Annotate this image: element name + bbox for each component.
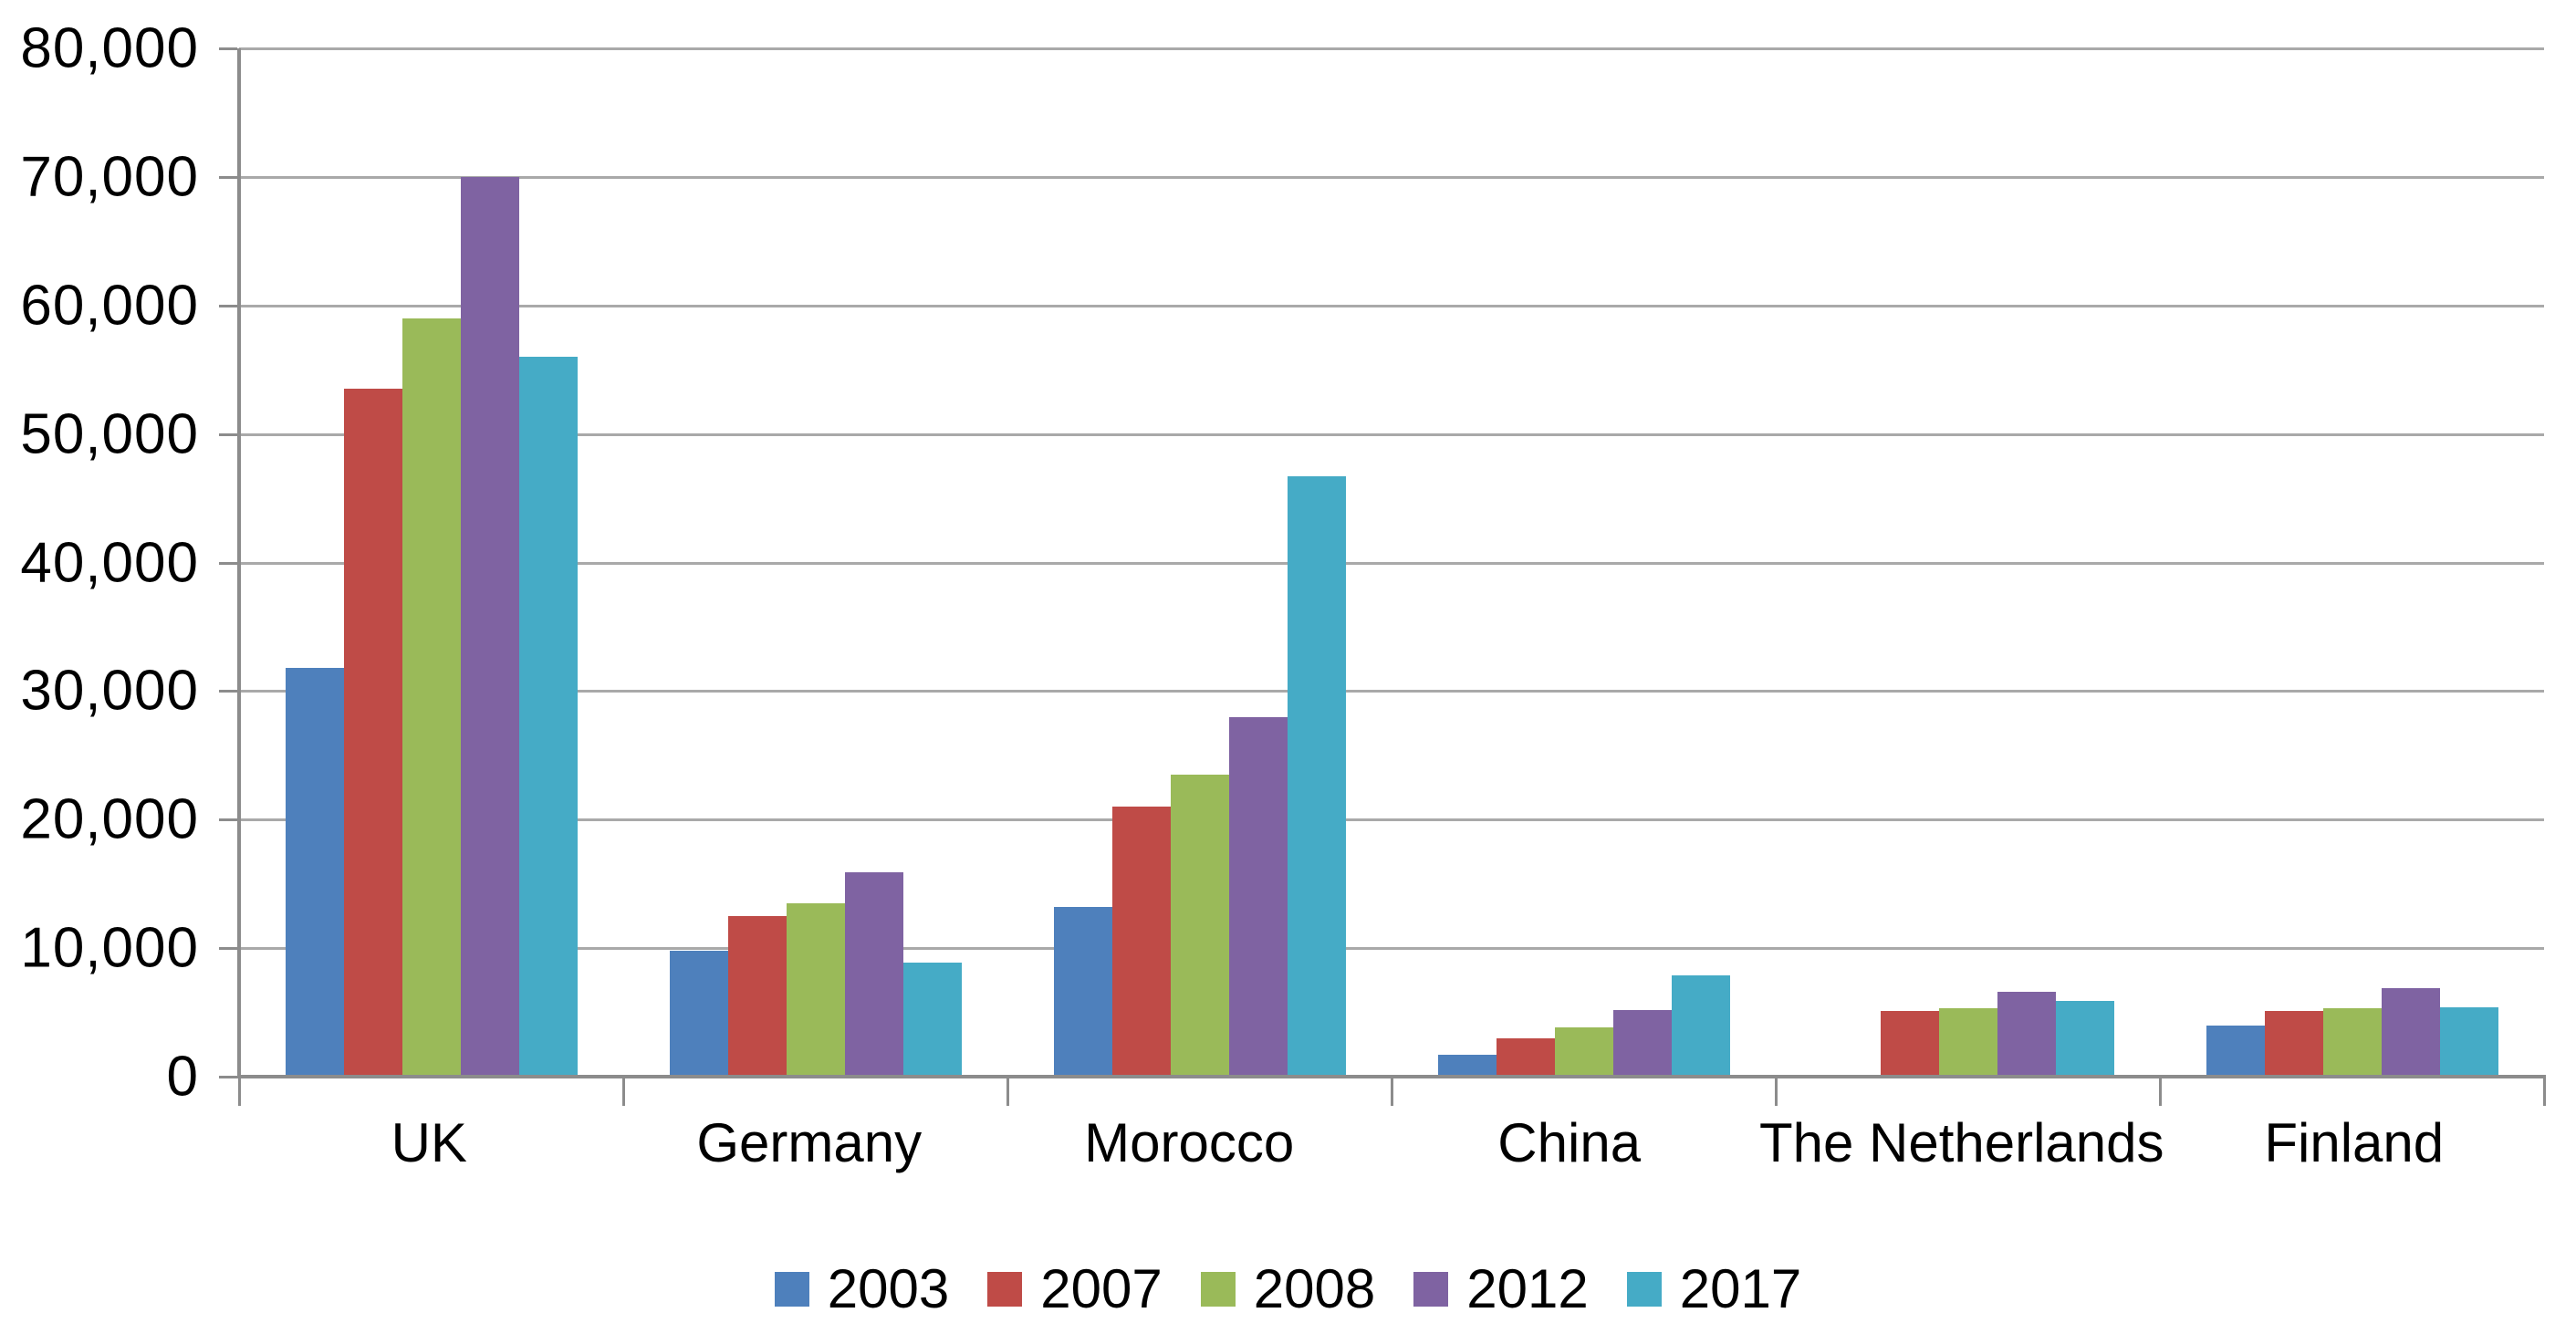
bar-groups: [239, 48, 2544, 1077]
legend-label-2003: 2003: [827, 1258, 950, 1319]
y-axis-label-80000: 80,000: [20, 16, 199, 80]
gridline-30000: [239, 690, 2544, 693]
bar-2007-china: [1496, 1037, 1555, 1077]
bar-2017-uk: [518, 357, 578, 1077]
bar-2008-finland: [2322, 1008, 2382, 1077]
y-axis-tick-70000: [219, 175, 237, 179]
y-axis-label-60000: 60,000: [20, 274, 199, 338]
y-axis-label-30000: 30,000: [20, 659, 199, 723]
gridline-40000: [239, 561, 2544, 565]
bar-group-uk: [239, 48, 623, 1077]
legend: 2003 2007 2008 2012 2017: [0, 1257, 2576, 1320]
bar-group-germany: [623, 48, 1007, 1077]
x-axis-label-morocco: Morocco: [1084, 1112, 1295, 1173]
legend-label-2008: 2008: [1253, 1258, 1376, 1319]
bar-2012-morocco: [1228, 716, 1288, 1077]
bar-2007-finland: [2264, 1011, 2323, 1077]
y-axis-tick-0: [219, 1076, 237, 1078]
bar-2003-germany: [669, 950, 728, 1077]
y-axis-label-10000: 10,000: [20, 916, 199, 980]
bar-2012-china: [1612, 1009, 1672, 1077]
legend-swatch-2008: [1200, 1271, 1236, 1307]
x-axis-label-china: China: [1497, 1112, 1642, 1173]
legend-swatch-2003: [774, 1271, 809, 1307]
bar-2007-germany: [727, 915, 787, 1077]
bar-2007-uk: [343, 389, 402, 1077]
y-axis-tick-30000: [219, 690, 237, 693]
legend-label-2012: 2012: [1466, 1258, 1589, 1319]
bar-2012-germany: [844, 872, 903, 1077]
bar-2003-finland: [2206, 1025, 2265, 1077]
bar-group-morocco: [1007, 48, 1392, 1077]
bar-2003-uk: [285, 668, 344, 1077]
y-axis-tick-40000: [219, 561, 237, 565]
gridline-60000: [239, 304, 2544, 307]
bar-2008-china: [1554, 1027, 1613, 1077]
bar-2008-the-netherlands: [1938, 1008, 1997, 1077]
gridline-10000: [239, 947, 2544, 951]
x-axis-tick-1: [621, 1078, 625, 1106]
x-axis-tick-6: [2543, 1078, 2546, 1106]
bar-2017-the-netherlands: [2055, 1000, 2114, 1077]
legend-label-2007: 2007: [1040, 1258, 1163, 1319]
y-axis-tick-50000: [219, 432, 237, 436]
y-axis-label-50000: 50,000: [20, 402, 199, 466]
bar-2012-the-netherlands: [1997, 992, 2056, 1077]
y-axis-line: [237, 48, 241, 1077]
bar-2012-finland: [2381, 987, 2440, 1077]
x-axis-label-the-netherlands: The Netherlands: [1758, 1112, 2164, 1173]
y-axis-label-0: 0: [166, 1045, 199, 1109]
y-axis-tick-80000: [219, 47, 237, 50]
legend-item-2008: 2008: [1200, 1257, 1376, 1320]
bar-group-finland: [2160, 48, 2544, 1077]
bar-group-the-netherlands: [1776, 48, 2160, 1077]
gridline-20000: [239, 818, 2544, 822]
bar-2008-morocco: [1170, 774, 1229, 1077]
x-axis-line: [237, 1075, 2546, 1078]
x-axis-label-germany: Germany: [696, 1112, 923, 1173]
bar-2012-uk: [460, 176, 519, 1077]
x-axis-label-uk: UK: [391, 1112, 467, 1173]
x-axis-tick-0: [238, 1078, 241, 1106]
gridline-70000: [239, 175, 2544, 179]
x-axis-labels: UK Germany Morocco China The Netherlands Finl…: [239, 1111, 2544, 1174]
legend-item-2017: 2017: [1626, 1257, 1802, 1320]
y-axis-tick-10000: [219, 947, 237, 951]
legend-label-2017: 2017: [1679, 1258, 1802, 1319]
y-axis-label-40000: 40,000: [20, 531, 199, 594]
x-axis-tick-5: [2159, 1078, 2162, 1106]
legend-swatch-2017: [1626, 1271, 1662, 1307]
x-axis-label-finland: Finland: [2264, 1112, 2445, 1173]
y-axis-label-20000: 20,000: [20, 787, 199, 851]
bar-2017-china: [1671, 974, 1730, 1077]
legend-item-2003: 2003: [774, 1257, 950, 1320]
bar-2003-morocco: [1053, 907, 1112, 1077]
legend-swatch-2012: [1413, 1271, 1449, 1307]
bar-group-china: [1392, 48, 1776, 1077]
y-axis-tick-20000: [219, 818, 237, 822]
plot-area: [219, 47, 2546, 1106]
bar-2003-china: [1437, 1055, 1497, 1077]
gridline-80000: [239, 47, 2544, 50]
bar-2007-morocco: [1111, 807, 1171, 1077]
y-axis-tick-60000: [219, 304, 237, 307]
bar-2017-morocco: [1287, 476, 1346, 1077]
bar-2017-finland: [2439, 1006, 2498, 1077]
x-axis-tick-3: [1391, 1078, 1393, 1106]
legend-item-2012: 2012: [1413, 1257, 1589, 1320]
x-axis-tick-4: [1774, 1078, 1778, 1106]
legend-item-2007: 2007: [987, 1257, 1163, 1320]
bar-2017-germany: [902, 962, 962, 1077]
legend-swatch-2007: [987, 1271, 1023, 1307]
bar-2007-the-netherlands: [1880, 1011, 1939, 1077]
bar-2008-germany: [786, 902, 845, 1077]
gridline-50000: [239, 432, 2544, 436]
bar-2008-uk: [402, 318, 461, 1077]
x-axis-tick-2: [1006, 1078, 1009, 1106]
y-axis-label-70000: 70,000: [20, 145, 199, 209]
